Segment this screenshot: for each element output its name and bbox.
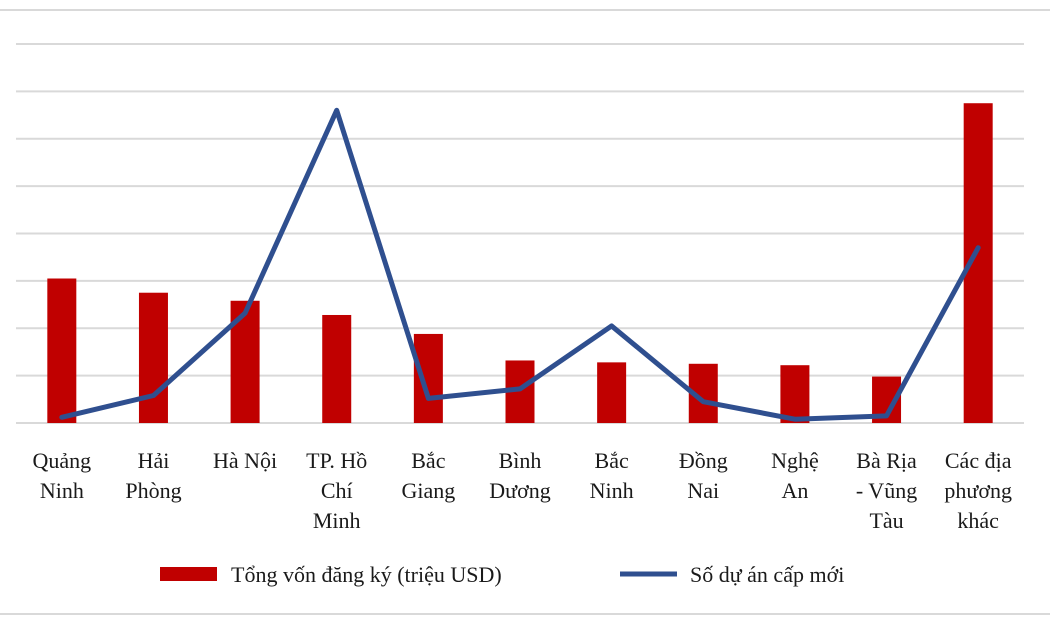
bar	[597, 362, 626, 423]
bar	[780, 365, 809, 423]
category-label: Hà Nội	[213, 448, 277, 473]
bar	[322, 315, 351, 423]
legend-label-bars: Tổng vốn đăng ký (triệu USD)	[231, 562, 502, 587]
bar	[47, 279, 76, 423]
legend-swatch-bars	[160, 567, 217, 581]
bar	[414, 334, 443, 423]
bar	[139, 293, 168, 423]
legend-label-line: Số dự án cấp mới	[690, 562, 844, 587]
legend: Tổng vốn đăng ký (triệu USD) Số dự án cấ…	[160, 562, 844, 587]
